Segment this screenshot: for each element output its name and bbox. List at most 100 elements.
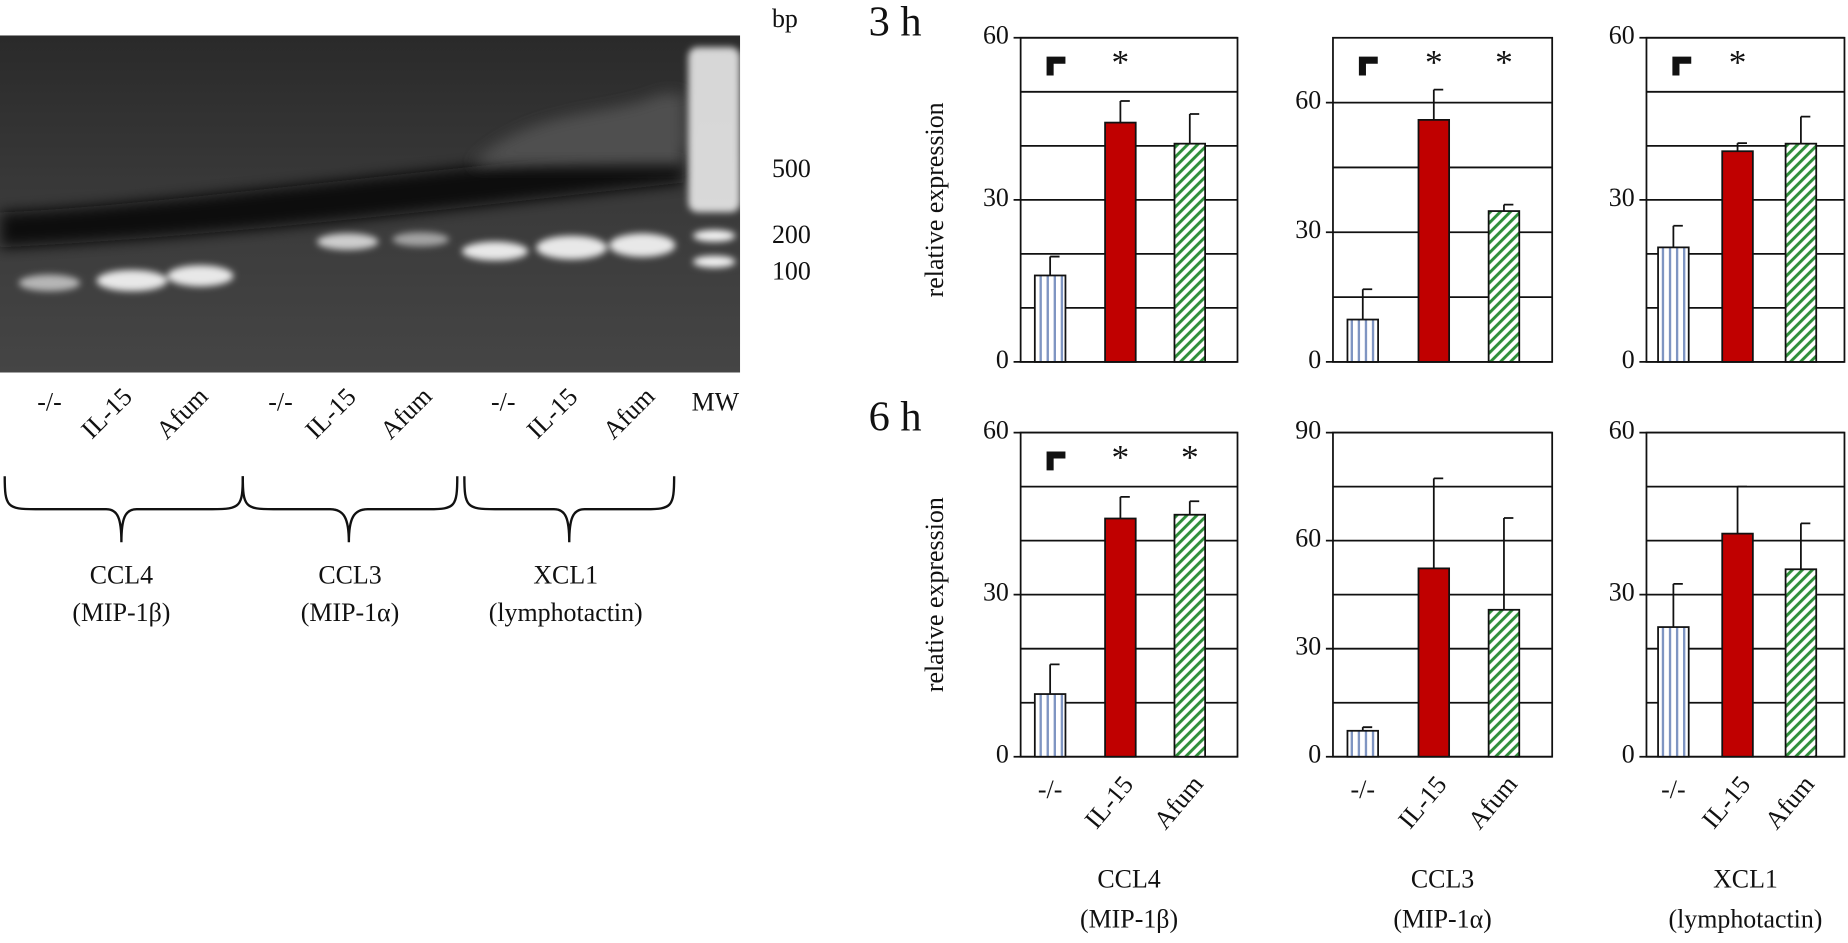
lane-label: -/- — [491, 387, 515, 416]
x-axis-label: CCL3 — [1411, 865, 1474, 894]
x-axis-label: CCL4 — [1097, 865, 1160, 894]
bar — [1784, 142, 1818, 363]
y-tick-label: 0 — [1622, 740, 1635, 769]
x-tick-label: Afum — [1148, 770, 1209, 835]
y-tick-label: 0 — [996, 740, 1009, 769]
significance-mark: * — [1425, 42, 1443, 82]
x-axis-label: XCL1 — [1713, 865, 1778, 894]
gel-size-label: 200 — [772, 220, 811, 249]
gel-group-name: CCL3 — [318, 561, 381, 590]
bar — [1173, 142, 1206, 363]
lane-label: -/- — [37, 387, 61, 416]
lane-label: Afum — [374, 382, 437, 445]
x-axis-label: (MIP-1α) — [1393, 905, 1491, 934]
y-tick-label: 30 — [1609, 183, 1635, 212]
error-bar — [1503, 517, 1514, 610]
flag-symbol — [1358, 56, 1378, 76]
bar — [1346, 318, 1379, 363]
y-tick-label: 60 — [1609, 21, 1635, 50]
y-tick-label: 30 — [1609, 578, 1635, 607]
y-tick-label: 30 — [983, 578, 1009, 607]
y-tick-label: 30 — [1295, 632, 1321, 661]
y-axis-label: relative expression — [920, 497, 949, 692]
y-tick-label: 0 — [1308, 740, 1321, 769]
significance-mark: * — [1112, 42, 1130, 82]
lane-label: IL-15 — [76, 382, 138, 444]
panel-label: 6 h — [869, 394, 922, 441]
bar — [1346, 729, 1379, 758]
error-bar — [1361, 288, 1373, 320]
x-tick-label: IL-15 — [1079, 770, 1139, 834]
error-bar — [1119, 100, 1130, 123]
error-bar — [1432, 477, 1444, 569]
gel-group-name: XCL1 — [533, 561, 598, 590]
error-bar — [1800, 115, 1811, 144]
bar — [1033, 274, 1067, 363]
gel-size-label: 500 — [772, 154, 811, 183]
bar — [1417, 567, 1451, 758]
bar — [1417, 119, 1451, 363]
error-bar — [1432, 88, 1444, 120]
y-tick-label: 0 — [1308, 345, 1321, 374]
lane-label: -/- — [268, 387, 292, 416]
y-tick-label: 60 — [1295, 86, 1321, 115]
x-tick-label: -/- — [1661, 775, 1685, 804]
flag-symbol — [1046, 56, 1066, 76]
bar — [1173, 513, 1206, 758]
bar — [1657, 246, 1690, 363]
x-tick-label: -/- — [1351, 775, 1375, 804]
bar — [1657, 626, 1690, 758]
lane-label: Afum — [597, 382, 660, 445]
y-tick-label: 60 — [983, 416, 1009, 445]
y-tick-label: 60 — [1609, 416, 1635, 445]
gel-group-name: CCL4 — [90, 561, 153, 590]
gel-group-alias: (MIP-1α) — [301, 598, 399, 627]
error-bar — [1361, 726, 1373, 731]
y-tick-label: 0 — [996, 345, 1009, 374]
x-axis-label: (MIP-1β) — [1080, 905, 1178, 934]
bar — [1487, 210, 1521, 363]
error-bar — [1049, 255, 1060, 276]
y-tick-label: 0 — [1622, 345, 1635, 374]
x-axis-label: (lymphotactin) — [1668, 905, 1822, 934]
error-bar — [1800, 522, 1811, 570]
error-bar — [1736, 485, 1747, 534]
y-tick-label: 30 — [983, 183, 1009, 212]
gel-group-alias: (lymphotactin) — [489, 598, 643, 627]
y-axis-label: relative expression — [920, 102, 949, 297]
panel-label: 3 h — [869, 0, 922, 46]
lane-label: MW — [692, 387, 740, 416]
bar — [1721, 150, 1754, 363]
error-bar — [1188, 500, 1200, 515]
error-bar — [1672, 582, 1683, 628]
x-tick-label: -/- — [1038, 775, 1062, 804]
error-bar — [1049, 663, 1060, 695]
significance-mark: * — [1181, 437, 1199, 477]
y-tick-label: 90 — [1295, 416, 1321, 445]
y-tick-label: 30 — [1295, 215, 1321, 244]
y-tick-label: 60 — [1295, 524, 1321, 553]
lane-label: IL-15 — [521, 382, 583, 444]
y-tick-label: 60 — [983, 21, 1009, 50]
gel-size-label: 100 — [772, 256, 811, 285]
bar — [1487, 608, 1521, 758]
gel-unit: bp — [772, 4, 798, 33]
error-bar — [1736, 142, 1747, 152]
error-bar — [1119, 496, 1130, 519]
x-tick-label: Afum — [1462, 770, 1523, 835]
error-bar — [1672, 224, 1683, 248]
gel-group-alias: (MIP-1β) — [72, 598, 170, 627]
bar — [1784, 568, 1818, 758]
bar — [1721, 532, 1754, 758]
flag-symbol — [1672, 56, 1692, 76]
error-bar — [1188, 113, 1200, 144]
bar — [1033, 693, 1067, 758]
lane-label: Afum — [150, 382, 213, 445]
significance-mark: * — [1112, 437, 1130, 477]
braces — [3, 476, 676, 543]
significance-mark: * — [1495, 42, 1513, 82]
bar — [1104, 121, 1137, 363]
x-tick-label: IL-15 — [1696, 770, 1756, 834]
x-tick-label: IL-15 — [1392, 770, 1452, 834]
